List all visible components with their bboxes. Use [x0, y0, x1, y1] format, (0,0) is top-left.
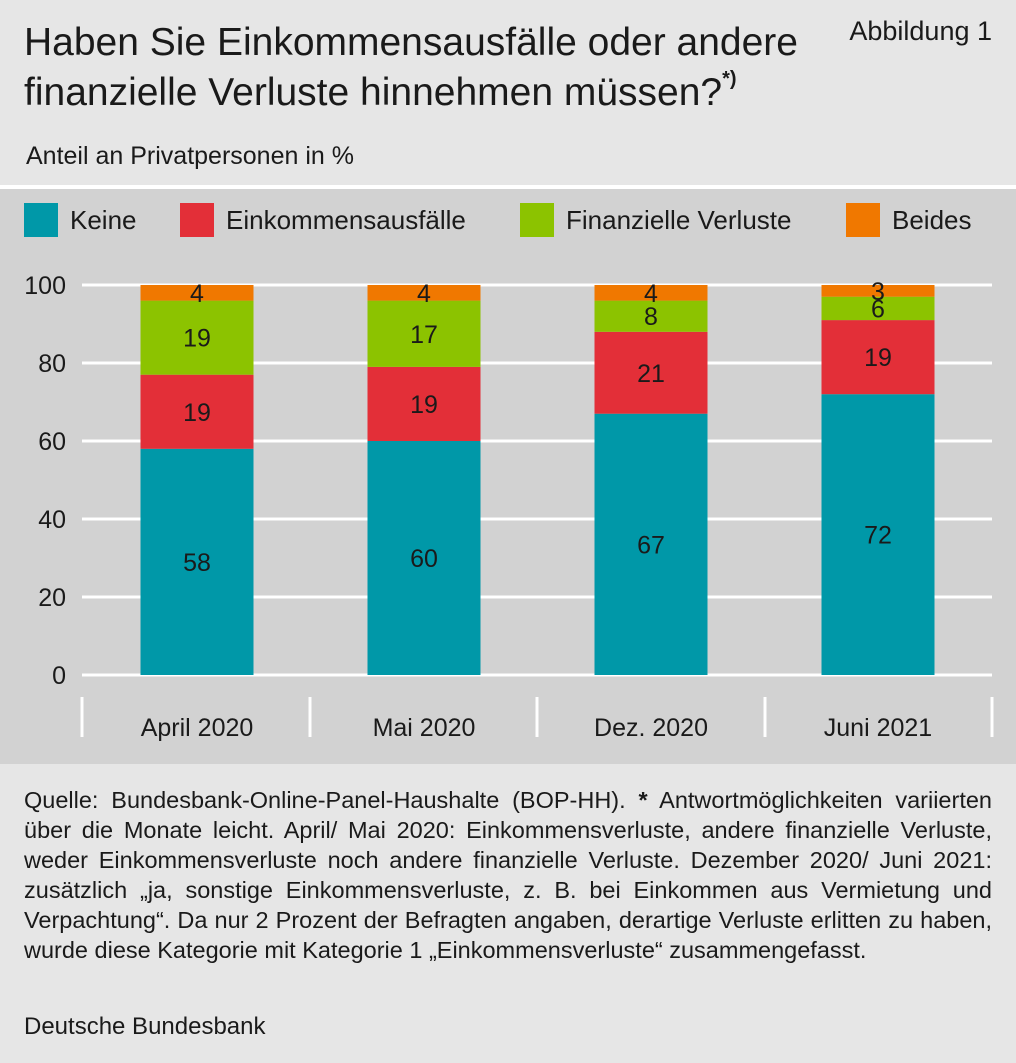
- legend-item-keine: Keine: [24, 203, 137, 237]
- x-tick-label: April 2020: [141, 714, 254, 742]
- data-label: 19: [410, 391, 438, 419]
- legend-label-einkommensausfaelle: Einkommensausfälle: [226, 204, 466, 235]
- bar-segment: [594, 300, 708, 332]
- bar-segment: [594, 285, 708, 301]
- data-label: 67: [637, 531, 665, 559]
- data-label: 19: [864, 344, 892, 372]
- legend-item-einkommensausfaelle: Einkommensausfälle: [180, 203, 466, 237]
- data-label: 19: [183, 325, 211, 353]
- legend-label-finanzielle-verluste: Finanzielle Verluste: [566, 204, 792, 235]
- bar-segment: [821, 394, 935, 675]
- bar-segment: [140, 285, 254, 301]
- bar-segment: [821, 285, 935, 297]
- footnote-asterisk: *: [638, 787, 648, 813]
- data-label: 6: [871, 295, 885, 323]
- bar-segment: [821, 320, 935, 395]
- data-label: 60: [410, 545, 438, 573]
- bar-segment: [821, 296, 935, 321]
- y-tick-label: 80: [38, 350, 66, 378]
- legend-label-keine: Keine: [70, 204, 137, 235]
- bar-segment: [367, 285, 481, 301]
- data-label: 72: [864, 522, 892, 550]
- title-footnote-mark: *): [722, 68, 737, 90]
- data-label: 4: [190, 280, 204, 308]
- legend-item-beides: Beides: [846, 203, 972, 237]
- y-tick-label: 60: [38, 428, 66, 456]
- data-label: 58: [183, 549, 211, 577]
- bar-segment: [140, 374, 254, 449]
- y-tick-label: 40: [38, 506, 66, 534]
- data-label: 3: [871, 278, 885, 306]
- data-label: 4: [417, 280, 431, 308]
- y-tick-label: 100: [24, 272, 66, 300]
- bar-segment: [594, 331, 708, 414]
- legend-swatch-beides: [846, 203, 880, 237]
- legend-label-beides: Beides: [892, 204, 972, 235]
- x-tick-label: Mai 2020: [373, 714, 476, 742]
- data-label: 4: [644, 280, 658, 308]
- bar-segment: [140, 300, 254, 375]
- stacked-bar-chart: 0 20 40 60 80 100 58 19 19 4 April 2020 60 19 17 4 Mai …: [24, 272, 994, 742]
- publisher: Deutsche Bundesbank: [24, 1013, 266, 1040]
- y-tick-label: 0: [52, 662, 66, 690]
- bar-segment: [594, 413, 708, 675]
- chart-title: Haben Sie Einkommensausfälle oder andere…: [24, 21, 798, 114]
- legend-swatch-keine: [24, 203, 58, 237]
- y-tick-label: 20: [38, 584, 66, 612]
- data-label: 8: [644, 303, 658, 331]
- legend-swatch-einkommensausfaelle: [180, 203, 214, 237]
- data-label: 21: [637, 360, 665, 388]
- legend: Keine Einkommensausfälle Finanzielle Ver…: [0, 203, 1016, 239]
- data-label: 19: [183, 399, 211, 427]
- legend-swatch-finanzielle-verluste: [520, 203, 554, 237]
- data-label: 17: [410, 321, 438, 349]
- x-tick-label: Juni 2021: [824, 714, 932, 742]
- source-note: Quelle: Bundesbank-Online-Panel-Haushalt…: [24, 787, 992, 963]
- chart-subtitle: Anteil an Privatpersonen in %: [26, 142, 354, 170]
- x-tick-label: Dez. 2020: [594, 714, 708, 742]
- bar-segment: [367, 300, 481, 367]
- bar-segment: [367, 441, 481, 675]
- bar-segment: [367, 366, 481, 441]
- bar-segment: [140, 448, 254, 675]
- figure-label: Abbildung 1: [849, 16, 992, 46]
- legend-item-finanzielle-verluste: Finanzielle Verluste: [520, 203, 791, 237]
